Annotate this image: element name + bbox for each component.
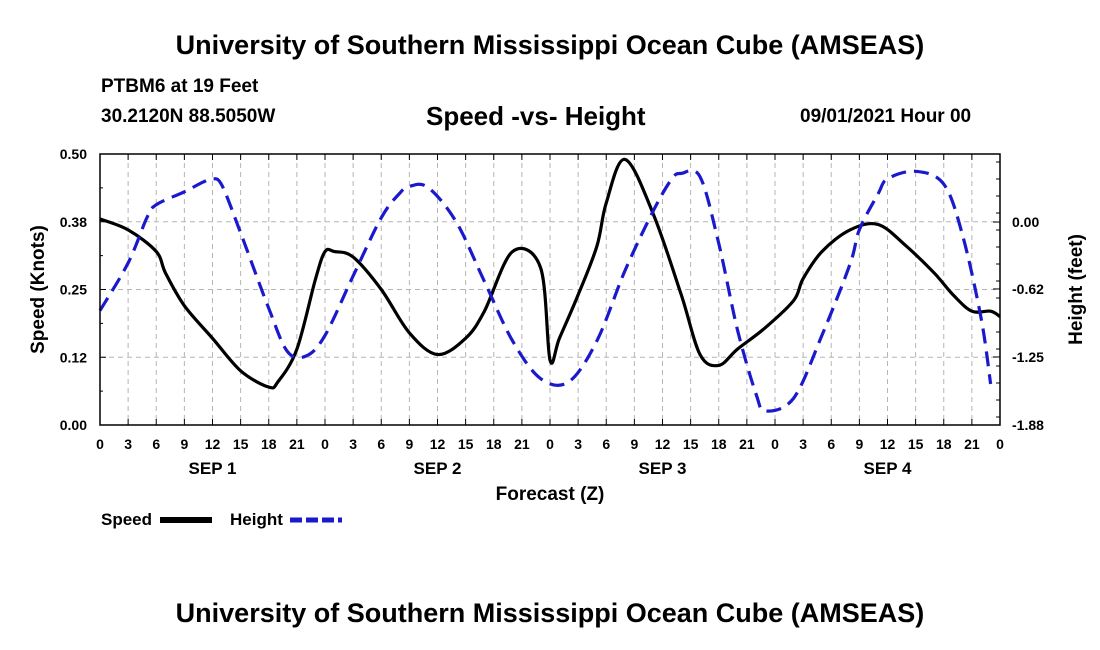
x-tick-label: 3 bbox=[124, 436, 132, 452]
x-tick-label: 18 bbox=[261, 436, 277, 452]
x-tick-label: 9 bbox=[630, 436, 638, 452]
series-line-speed bbox=[99, 157, 1001, 390]
series-line-height bbox=[98, 168, 993, 413]
y-tick-label: 0.38 bbox=[60, 214, 87, 230]
x-tick-label: 15 bbox=[458, 436, 474, 452]
y2-tick-label: -0.62 bbox=[1012, 281, 1044, 297]
x-tick-label: 21 bbox=[514, 436, 530, 452]
x-tick-label: 21 bbox=[739, 436, 755, 452]
x-tick-label: 9 bbox=[180, 436, 188, 452]
header-title: University of Southern Mississippi Ocean… bbox=[175, 30, 925, 60]
x-tick-label: 21 bbox=[964, 436, 980, 452]
x-tick-label: 12 bbox=[880, 436, 896, 452]
day-label: SEP 1 bbox=[189, 459, 237, 478]
legend-label-height: Height bbox=[230, 510, 283, 529]
y2-tick-label: 0.00 bbox=[1012, 214, 1039, 230]
x-tick-label: 0 bbox=[771, 436, 779, 452]
x-tick-label: 21 bbox=[289, 436, 305, 452]
y2-tick-label: -1.88 bbox=[1012, 417, 1044, 433]
x-tick-label: 3 bbox=[349, 436, 357, 452]
chart-title: Speed -vs- Height bbox=[426, 101, 646, 131]
x-tick-label: 15 bbox=[233, 436, 249, 452]
x-tick-label: 6 bbox=[377, 436, 385, 452]
y-tick-label: 0.12 bbox=[60, 349, 87, 365]
x-tick-label: 6 bbox=[152, 436, 160, 452]
legend: Speed Height bbox=[101, 510, 342, 529]
day-label: SEP 4 bbox=[864, 459, 912, 478]
x-tick-label: 18 bbox=[711, 436, 727, 452]
y-tick-label: 0.00 bbox=[60, 417, 87, 433]
y-tick-label: 0.25 bbox=[60, 282, 87, 298]
y-tick-label: 0.50 bbox=[60, 146, 87, 162]
x-tick-label: 18 bbox=[936, 436, 952, 452]
x-tick-label: 0 bbox=[546, 436, 554, 452]
x-tick-label: 12 bbox=[655, 436, 671, 452]
x-tick-label: 0 bbox=[321, 436, 329, 452]
y2-axis-label: Height (feet) bbox=[1066, 234, 1087, 345]
x-tick-label: 12 bbox=[205, 436, 221, 452]
legend-label-speed: Speed bbox=[101, 510, 152, 529]
station-coordinates: 30.2120N 88.5050W bbox=[101, 106, 276, 127]
x-tick-label: 3 bbox=[799, 436, 807, 452]
x-tick-label: 0 bbox=[996, 436, 1004, 452]
x-tick-label: 9 bbox=[855, 436, 863, 452]
x-tick-label: 15 bbox=[908, 436, 924, 452]
x-tick-label: 6 bbox=[827, 436, 835, 452]
x-tick-label: 3 bbox=[574, 436, 582, 452]
tick-labels: 0 3 6 9 12 15 18 21 0 3 6 9 12 15 18 21 0 3 6 9 12 15 18 21 0 3 6 9… bbox=[60, 146, 1044, 478]
x-tick-label: 6 bbox=[602, 436, 610, 452]
y2-tick-label: -1.25 bbox=[1012, 349, 1044, 365]
axis-ticks bbox=[99, 153, 1001, 426]
x-tick-label: 18 bbox=[486, 436, 502, 452]
series-layer bbox=[98, 157, 1001, 413]
x-axis-label: Forecast (Z) bbox=[496, 484, 605, 505]
forecast-datetime: 09/01/2021 Hour 00 bbox=[800, 106, 972, 127]
station-label: PTBM6 at 19 Feet bbox=[101, 76, 259, 97]
x-tick-label: 15 bbox=[683, 436, 699, 452]
y-axis-label: Speed (Knots) bbox=[28, 225, 49, 354]
x-tick-label: 9 bbox=[405, 436, 413, 452]
footer-title: University of Southern Mississippi Ocean… bbox=[175, 598, 925, 628]
x-tick-label: 0 bbox=[96, 436, 104, 452]
day-label: SEP 3 bbox=[639, 459, 687, 478]
x-tick-label: 12 bbox=[430, 436, 446, 452]
day-label: SEP 2 bbox=[414, 459, 462, 478]
